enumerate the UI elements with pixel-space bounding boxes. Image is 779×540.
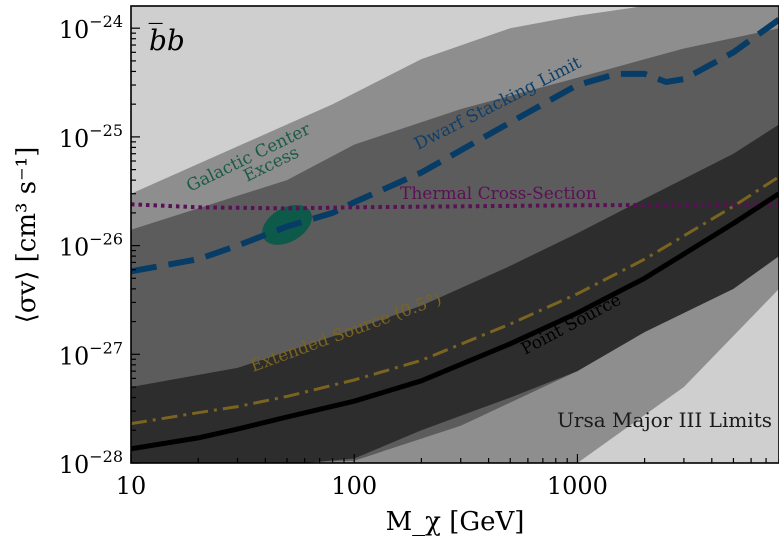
x-axis-label: M_χ [GeV] bbox=[386, 507, 525, 537]
y-tick-label: 10−26 bbox=[59, 230, 123, 262]
series-thermal-cross-section bbox=[131, 202, 779, 211]
series-lines bbox=[131, 17, 779, 452]
panel-label: b̅b bbox=[149, 23, 185, 57]
y-tick-label: 10−27 bbox=[59, 338, 123, 370]
sensitivity-bands bbox=[131, 6, 779, 463]
y-axis-label: ⟨σv⟩ [cm³ s⁻¹] bbox=[12, 147, 42, 324]
x-tick-label: 100 bbox=[331, 472, 377, 500]
axis-ticks: 10 100 1000 10−28 10−27 10−26 10−25 10−24 bbox=[59, 12, 779, 500]
band-core bbox=[131, 124, 779, 463]
plot-area bbox=[131, 6, 779, 463]
series-dwarf-stacking-limit bbox=[131, 17, 779, 275]
x-tick-label: 10 bbox=[116, 472, 147, 500]
y-tick-label: 10−25 bbox=[59, 121, 123, 153]
y-tick-label: 10−24 bbox=[59, 12, 123, 44]
series-extended-source-0-5 bbox=[131, 175, 779, 426]
series-point-source bbox=[131, 191, 779, 452]
y-tick-label: 10−28 bbox=[59, 447, 123, 479]
ursa-major-iii-label: Ursa Major III Limits bbox=[557, 408, 772, 432]
plot-frame bbox=[130, 5, 779, 464]
x-tick-label: 1000 bbox=[547, 472, 608, 500]
thermal-cross-section-label: Thermal Cross-Section bbox=[400, 184, 597, 204]
